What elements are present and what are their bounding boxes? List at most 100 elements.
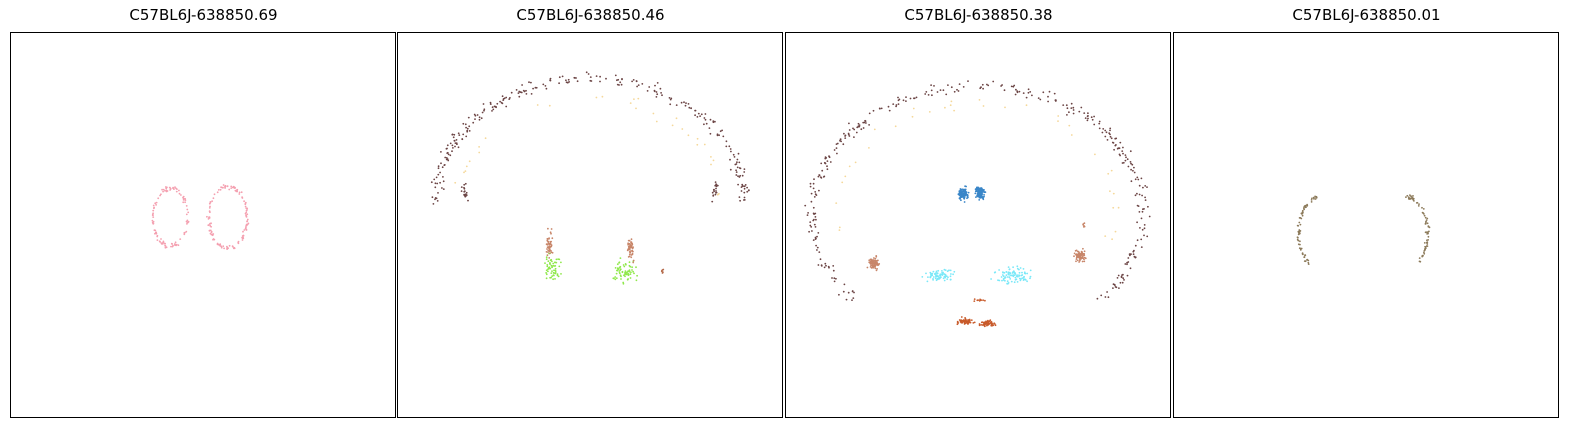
scatter-point xyxy=(1146,235,1149,238)
scatter-point xyxy=(743,171,746,173)
scatter-point xyxy=(829,161,832,163)
scatter-point xyxy=(175,190,178,193)
scatter-point xyxy=(1078,261,1080,263)
scatter-point xyxy=(625,273,628,276)
scatter-point xyxy=(935,270,938,273)
scatter-point xyxy=(1042,91,1045,94)
scatter-point xyxy=(1121,281,1124,284)
scatter-point xyxy=(814,193,817,196)
scatter-point xyxy=(729,158,731,161)
scatter-point xyxy=(554,271,557,273)
scatter-point xyxy=(546,237,549,240)
scatter-point xyxy=(875,255,878,258)
scatter-point xyxy=(1029,277,1031,280)
scatter-point xyxy=(931,94,933,97)
scatter-point xyxy=(1047,100,1049,103)
scatter-point xyxy=(436,182,439,185)
scatter-point xyxy=(839,139,841,142)
scatter-point xyxy=(982,324,984,327)
scatter-point xyxy=(170,245,172,248)
series-5 xyxy=(544,252,562,281)
scatter-point xyxy=(618,271,621,273)
scatter-point xyxy=(621,78,623,81)
scatter-point xyxy=(549,77,552,80)
scatter-point xyxy=(965,185,967,188)
scatter-point xyxy=(1423,251,1425,254)
scatter-point xyxy=(974,192,977,195)
scatter-point xyxy=(872,109,875,112)
scatter-point xyxy=(152,209,155,212)
scatter-point xyxy=(990,278,992,280)
scatter-point xyxy=(1116,147,1119,150)
scatter-point xyxy=(635,266,637,269)
scatter-point xyxy=(546,246,549,249)
scatter-point xyxy=(1016,267,1019,270)
scatter-point xyxy=(630,241,632,244)
scatter-point xyxy=(551,266,553,269)
scatter-point xyxy=(932,278,934,280)
scatter-point xyxy=(545,273,548,276)
scatter-point xyxy=(1012,266,1014,269)
scatter-point xyxy=(1079,255,1081,258)
scatter-point xyxy=(1148,215,1151,218)
scatter-point xyxy=(216,243,219,246)
scatter-point xyxy=(1098,120,1101,123)
scatter-point xyxy=(468,125,471,128)
scatter-point xyxy=(807,212,809,214)
scatter-point xyxy=(1009,272,1012,275)
scatter-point xyxy=(445,157,448,159)
scatter-point xyxy=(661,94,663,97)
scatter-point xyxy=(454,142,457,144)
scatter-point xyxy=(685,102,687,104)
panel-title-3: C57BL6J-638850.38 xyxy=(904,6,1053,24)
scatter-point xyxy=(853,128,856,131)
scatter-point xyxy=(160,193,162,196)
scatter-point xyxy=(525,89,527,92)
scatter-point xyxy=(735,171,738,174)
scatter-point xyxy=(437,192,439,194)
scatter-point xyxy=(988,322,991,325)
scatter-point xyxy=(684,104,687,107)
scatter-point xyxy=(1302,211,1304,214)
scatter-point xyxy=(451,133,454,136)
scatter-point xyxy=(953,90,956,93)
scatter-point xyxy=(1082,247,1084,250)
scatter-point xyxy=(1127,165,1130,168)
scatter-point xyxy=(1001,279,1003,282)
scatter-point xyxy=(589,76,592,78)
scatter-point xyxy=(1407,198,1410,200)
scatter-point xyxy=(854,161,857,164)
scatter-point xyxy=(856,126,859,129)
scatter-point xyxy=(243,200,246,203)
scatter-point xyxy=(983,325,986,328)
scatter-point xyxy=(716,184,719,187)
scatter-point xyxy=(993,271,996,274)
scatter-point xyxy=(446,158,449,161)
scatter-point xyxy=(1029,91,1032,93)
scatter-point xyxy=(819,258,822,261)
scatter-point xyxy=(1003,271,1006,274)
scatter-point xyxy=(1296,236,1299,239)
scatter-point xyxy=(633,272,635,275)
scatter-point xyxy=(515,89,518,91)
scatter-point xyxy=(858,124,861,126)
scatter-point xyxy=(1112,283,1115,286)
scatter-point xyxy=(152,204,155,207)
scatter-point xyxy=(1126,158,1129,161)
scatter-point xyxy=(894,125,897,128)
scatter-point xyxy=(1111,141,1114,144)
scatter-point xyxy=(627,248,630,251)
scatter-point xyxy=(870,259,873,261)
scatter-point xyxy=(736,161,738,164)
scatter-point xyxy=(715,190,717,192)
scatter-point xyxy=(561,75,564,78)
scatter-point xyxy=(553,269,555,272)
scatter-point xyxy=(958,193,960,196)
scatter-point xyxy=(1424,231,1427,234)
scatter-point xyxy=(688,106,691,109)
series-9 xyxy=(990,265,1032,285)
scatter-point xyxy=(921,276,924,278)
scatter-point xyxy=(1082,223,1085,225)
scatter-point xyxy=(1302,253,1304,256)
scatter-point xyxy=(210,233,213,236)
